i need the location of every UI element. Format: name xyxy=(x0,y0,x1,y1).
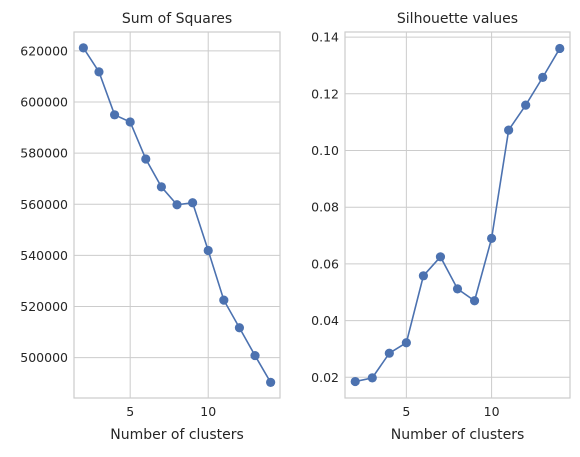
data-point-silhouette-12 xyxy=(521,100,531,110)
data-point-sum-of-squares-6 xyxy=(141,154,151,164)
data-point-silhouette-5 xyxy=(401,338,411,348)
plot-frame-sum-of-squares xyxy=(73,31,281,399)
x-tick-label-sum-of-squares-0: 5 xyxy=(126,404,134,419)
data-point-silhouette-14 xyxy=(555,43,565,54)
chart-title-sum-of-squares: Sum of Squares xyxy=(122,11,232,27)
data-point-silhouette-9 xyxy=(469,296,480,306)
x-tick-label-silhouette-0: 5 xyxy=(402,404,410,419)
y-tick-label-silhouette-3: 0.08 xyxy=(311,200,339,215)
y-tick-label-silhouette-4: 0.10 xyxy=(311,143,339,158)
chart-title-silhouette: Silhouette values xyxy=(397,11,518,27)
data-point-sum-of-squares-14 xyxy=(266,377,276,388)
data-point-sum-of-squares-7 xyxy=(156,182,166,192)
y-tick-label-sum-of-squares-2: 540000 xyxy=(20,248,68,263)
data-point-silhouette-3 xyxy=(367,373,377,383)
data-point-sum-of-squares-11 xyxy=(219,295,229,305)
data-point-silhouette-11 xyxy=(504,125,514,135)
data-point-sum-of-squares-10 xyxy=(203,245,213,256)
y-tick-label-silhouette-2: 0.06 xyxy=(311,256,339,271)
y-tick-label-sum-of-squares-6: 620000 xyxy=(20,43,68,58)
data-point-silhouette-13 xyxy=(538,72,548,82)
y-tick-label-sum-of-squares-3: 560000 xyxy=(20,197,68,212)
y-tick-label-silhouette-1: 0.04 xyxy=(311,313,339,328)
data-point-sum-of-squares-9 xyxy=(188,198,198,208)
y-tick-label-sum-of-squares-4: 580000 xyxy=(20,146,68,161)
series-line-sum-of-squares xyxy=(82,47,272,383)
y-tick-label-sum-of-squares-0: 500000 xyxy=(20,350,68,365)
y-tick-label-silhouette-5: 0.12 xyxy=(311,86,339,101)
x-axis-label-silhouette: Number of clusters xyxy=(391,427,525,443)
x-tick-label-sum-of-squares-1: 10 xyxy=(200,404,216,419)
y-tick-label-sum-of-squares-5: 600000 xyxy=(20,95,68,110)
data-point-silhouette-2 xyxy=(350,376,360,387)
data-point-sum-of-squares-4 xyxy=(109,110,120,120)
data-point-sum-of-squares-3 xyxy=(94,67,104,77)
y-tick-label-sum-of-squares-1: 520000 xyxy=(20,299,68,314)
data-point-sum-of-squares-12 xyxy=(234,323,245,333)
data-point-sum-of-squares-8 xyxy=(172,200,182,210)
x-tick-label-silhouette-1: 10 xyxy=(484,404,500,419)
data-point-sum-of-squares-13 xyxy=(250,350,260,361)
panel-silhouette: Silhouette values Number of clusters 0.0… xyxy=(311,11,571,443)
panel-sum-of-squares: Sum of Squares Number of clusters 500000… xyxy=(20,11,281,443)
data-point-silhouette-10 xyxy=(486,233,497,243)
plot-frame-silhouette xyxy=(344,31,571,399)
data-point-silhouette-7 xyxy=(435,252,446,262)
data-point-silhouette-8 xyxy=(452,284,463,294)
data-point-silhouette-6 xyxy=(418,271,429,281)
data-point-sum-of-squares-2 xyxy=(78,43,88,53)
y-tick-label-silhouette-0: 0.02 xyxy=(311,370,339,385)
data-point-silhouette-4 xyxy=(384,348,394,358)
x-axis-label-sum-of-squares: Number of clusters xyxy=(110,427,244,443)
y-tick-label-silhouette-6: 0.14 xyxy=(311,30,339,45)
series-line-silhouette xyxy=(355,48,561,383)
data-point-sum-of-squares-5 xyxy=(125,117,135,127)
